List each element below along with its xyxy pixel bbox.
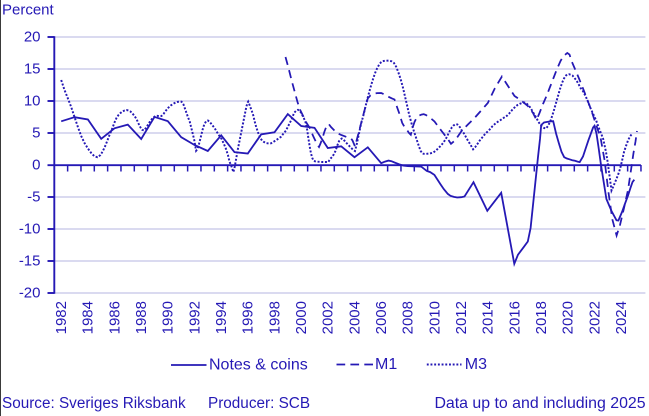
svg-text:20: 20 bbox=[24, 29, 41, 46]
svg-text:2022: 2022 bbox=[586, 301, 603, 334]
svg-text:2008: 2008 bbox=[400, 301, 417, 334]
svg-text:Producer: SCB: Producer: SCB bbox=[208, 395, 310, 412]
svg-text:2002: 2002 bbox=[320, 301, 337, 334]
svg-text:Notes & coins: Notes & coins bbox=[209, 357, 308, 374]
svg-text:2004: 2004 bbox=[346, 301, 363, 334]
svg-text:0: 0 bbox=[32, 157, 40, 174]
svg-text:5: 5 bbox=[32, 125, 40, 142]
svg-text:M3: M3 bbox=[465, 356, 487, 373]
svg-text:2016: 2016 bbox=[506, 301, 523, 334]
svg-text:1990: 1990 bbox=[160, 301, 177, 334]
svg-text:1986: 1986 bbox=[106, 301, 123, 334]
svg-text:2018: 2018 bbox=[533, 301, 550, 334]
svg-text:15: 15 bbox=[24, 61, 41, 78]
svg-text:2010: 2010 bbox=[426, 301, 443, 334]
svg-text:-20: -20 bbox=[19, 285, 41, 302]
svg-text:1984: 1984 bbox=[80, 301, 97, 334]
svg-text:1982: 1982 bbox=[53, 301, 70, 334]
svg-text:2006: 2006 bbox=[373, 301, 390, 334]
svg-text:2020: 2020 bbox=[560, 301, 577, 334]
svg-text:2014: 2014 bbox=[480, 301, 497, 334]
svg-text:-10: -10 bbox=[19, 221, 41, 238]
svg-text:2012: 2012 bbox=[453, 301, 470, 334]
svg-text:1994: 1994 bbox=[213, 301, 230, 334]
svg-text:1988: 1988 bbox=[133, 301, 150, 334]
svg-text:-15: -15 bbox=[19, 253, 41, 270]
svg-text:2024: 2024 bbox=[613, 301, 630, 334]
svg-text:2000: 2000 bbox=[293, 301, 310, 334]
svg-text:1998: 1998 bbox=[266, 301, 283, 334]
svg-text:M1: M1 bbox=[375, 356, 397, 373]
svg-text:10: 10 bbox=[24, 93, 41, 110]
svg-text:Data up to and including 2025: Data up to and including 2025 bbox=[434, 395, 645, 412]
svg-text:-5: -5 bbox=[27, 189, 40, 206]
svg-text:Percent: Percent bbox=[2, 2, 55, 19]
svg-text:1992: 1992 bbox=[186, 301, 203, 334]
svg-text:Source: Sveriges Riksbank: Source: Sveriges Riksbank bbox=[2, 395, 186, 412]
svg-text:1996: 1996 bbox=[240, 301, 257, 334]
